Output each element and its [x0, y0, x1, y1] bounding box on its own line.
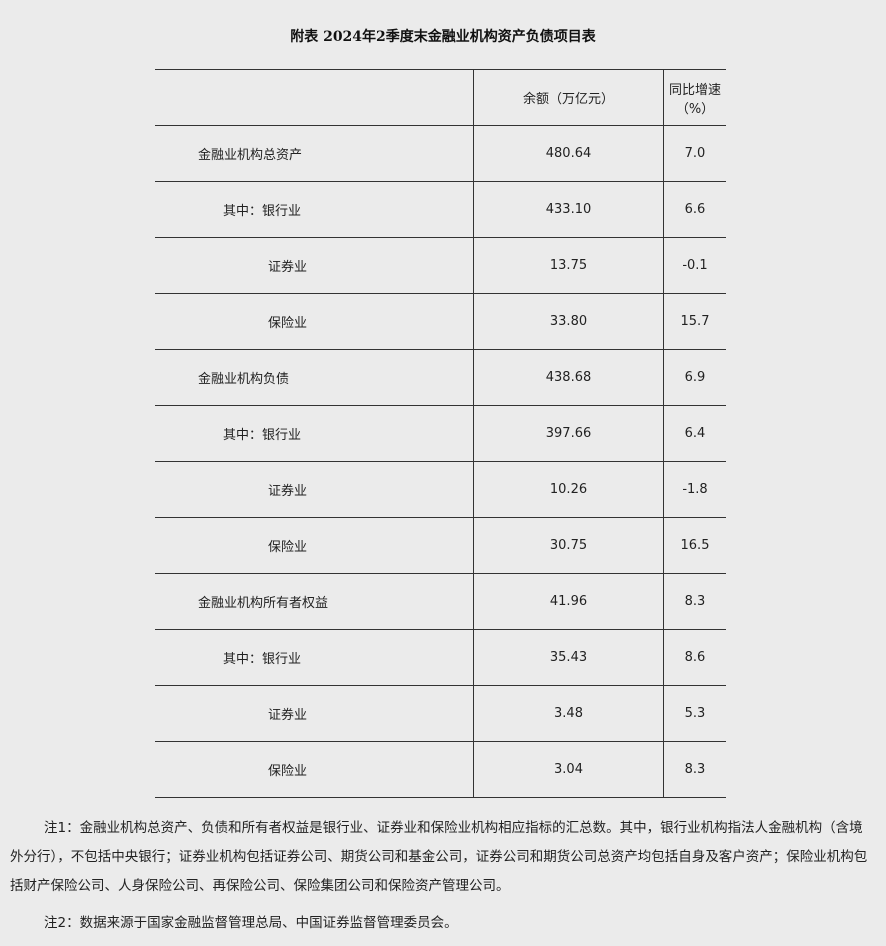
row-growth: 8.3	[663, 573, 726, 630]
page-title: 附表 2024年2季度末金融业机构资产负债项目表	[290, 29, 596, 45]
row-balance: 35.43	[473, 629, 664, 686]
row-balance: 41.96	[473, 573, 664, 630]
row-balance: 10.26	[473, 461, 664, 518]
header-growth: 同比增速（%）	[663, 69, 726, 126]
row-label: 金融业机构所有者权益	[155, 573, 474, 630]
row-balance: 33.80	[473, 293, 664, 350]
row-label: 证券业	[155, 237, 474, 294]
note-2: 注2：数据来源于国家金融监督管理总局、中国证券监督管理委员会。	[44, 915, 458, 931]
row-label: 证券业	[155, 685, 474, 742]
row-growth: 16.5	[663, 517, 726, 574]
row-balance: 13.75	[473, 237, 664, 294]
row-label: 其中：银行业	[155, 405, 474, 462]
row-growth: 5.3	[663, 685, 726, 742]
table-row: 金融业机构负债 438.68 6.9	[155, 349, 726, 406]
table-row: 保险业 30.75 16.5	[155, 517, 726, 574]
header-balance: 余额（万亿元）	[473, 69, 664, 126]
row-growth: 6.6	[663, 181, 726, 238]
table-row: 证券业 10.26 -1.8	[155, 461, 726, 518]
row-balance: 3.48	[473, 685, 664, 742]
row-balance: 3.04	[473, 741, 664, 798]
row-label: 保险业	[155, 293, 474, 350]
table-row: 保险业 33.80 15.7	[155, 293, 726, 350]
table-row: 证券业 3.48 5.3	[155, 685, 726, 742]
row-label: 其中：银行业	[155, 629, 474, 686]
table-row: 其中：银行业 35.43 8.6	[155, 629, 726, 686]
table-header-row: 余额（万亿元） 同比增速（%）	[155, 69, 726, 126]
row-growth: 6.4	[663, 405, 726, 462]
row-growth: 7.0	[663, 125, 726, 182]
row-growth: -1.8	[663, 461, 726, 518]
table-row: 金融业机构总资产 480.64 7.0	[155, 125, 726, 182]
row-growth: 15.7	[663, 293, 726, 350]
table-row: 证券业 13.75 -0.1	[155, 237, 726, 294]
row-label: 证券业	[155, 461, 474, 518]
table-row: 其中：银行业 433.10 6.6	[155, 181, 726, 238]
row-label: 金融业机构负债	[155, 349, 474, 406]
row-growth: -0.1	[663, 237, 726, 294]
header-item	[155, 69, 474, 126]
row-label: 金融业机构总资产	[155, 125, 474, 182]
row-label: 保险业	[155, 517, 474, 574]
row-growth: 8.6	[663, 629, 726, 686]
row-label: 保险业	[155, 741, 474, 798]
row-balance: 433.10	[473, 181, 664, 238]
row-balance: 438.68	[473, 349, 664, 406]
table-body: 金融业机构总资产 480.64 7.0 其中：银行业 433.10 6.6 证券业 13.75…	[155, 125, 726, 798]
table-row: 其中：银行业 397.66 6.4	[155, 405, 726, 462]
balance-sheet-table: 余额（万亿元） 同比增速（%） 金融业机构总资产 480.64 7.0 其中：银行业 4…	[155, 69, 726, 798]
row-balance: 480.64	[473, 125, 664, 182]
row-balance: 397.66	[473, 405, 664, 462]
table-row: 保险业 3.04 8.3	[155, 741, 726, 798]
row-balance: 30.75	[473, 517, 664, 574]
note-1: 注1：金融业机构总资产、负债和所有者权益是银行业、证券业和保险业机构相应指标的汇…	[10, 820, 868, 894]
row-growth: 6.9	[663, 349, 726, 406]
row-label: 其中：银行业	[155, 181, 474, 238]
table-row: 金融业机构所有者权益 41.96 8.3	[155, 573, 726, 630]
row-growth: 8.3	[663, 741, 726, 798]
notes: 注1：金融业机构总资产、负债和所有者权益是银行业、证券业和保险业机构相应指标的汇…	[10, 814, 876, 946]
